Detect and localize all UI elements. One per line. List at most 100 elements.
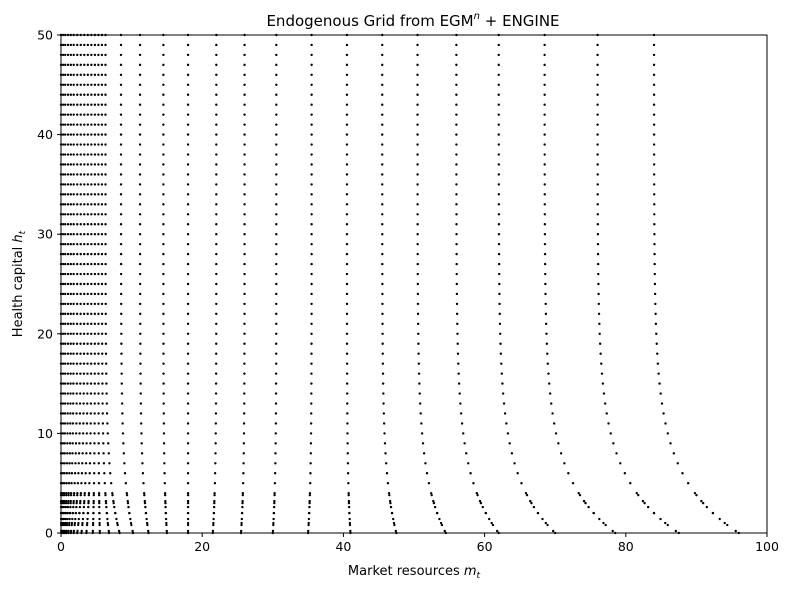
grid-point — [455, 153, 458, 156]
grid-point — [653, 193, 656, 196]
grid-point — [98, 517, 101, 521]
grid-point — [543, 53, 546, 57]
grid-point — [543, 173, 546, 176]
grid-point — [93, 352, 97, 355]
grid-point — [275, 282, 278, 286]
grid-point — [113, 505, 116, 509]
grid-point — [93, 233, 97, 236]
grid-point — [162, 362, 165, 365]
grid-point — [532, 505, 536, 509]
grid-point — [388, 493, 391, 497]
grid-point — [501, 382, 504, 385]
grid-point — [82, 392, 85, 395]
grid-point — [66, 93, 70, 96]
grid-point — [63, 402, 67, 405]
grid-point — [79, 133, 82, 136]
grid-point — [72, 312, 75, 316]
grid-point — [64, 183, 67, 186]
grid-point — [381, 43, 384, 47]
grid-point — [347, 493, 350, 497]
grid-point — [162, 302, 165, 306]
grid-point — [381, 262, 384, 266]
grid-point — [104, 362, 108, 365]
grid-point — [100, 272, 104, 276]
grid-point — [128, 511, 131, 515]
grid-point — [275, 193, 278, 196]
grid-point — [138, 203, 142, 206]
grid-point — [214, 402, 218, 405]
grid-point — [455, 292, 459, 296]
grid-point — [79, 499, 82, 503]
grid-point — [458, 392, 461, 395]
grid-point — [66, 282, 70, 286]
grid-point — [275, 133, 278, 136]
grid-point — [101, 422, 105, 425]
grid-point — [310, 193, 313, 196]
grid-point — [653, 203, 656, 206]
grid-point — [141, 472, 145, 475]
grid-point — [74, 452, 77, 455]
scatter-points — [59, 33, 740, 535]
grid-point — [64, 262, 67, 266]
grid-point — [162, 123, 165, 126]
grid-point — [162, 272, 165, 276]
grid-point — [681, 472, 684, 475]
grid-point — [102, 462, 106, 465]
grid-point — [275, 223, 278, 226]
grid-point — [82, 501, 86, 505]
grid-point — [116, 523, 119, 527]
grid-point — [243, 382, 246, 385]
grid-point — [66, 53, 70, 57]
grid-point — [186, 342, 190, 345]
grid-point — [240, 523, 243, 527]
grid-point — [100, 332, 104, 335]
grid-point — [557, 442, 560, 445]
grid-point — [543, 133, 546, 136]
grid-point — [120, 322, 123, 326]
grid-point — [162, 352, 165, 355]
grid-point — [162, 382, 165, 385]
grid-point — [637, 493, 640, 497]
grid-point — [162, 103, 165, 106]
grid-point — [345, 133, 349, 136]
grid-point — [274, 362, 278, 365]
grid-point — [307, 511, 311, 515]
grid-point — [93, 452, 96, 455]
grid-point — [89, 442, 92, 445]
grid-point — [498, 292, 501, 296]
grid-point — [120, 402, 124, 405]
grid-point — [348, 523, 352, 527]
grid-point — [61, 153, 65, 156]
grid-point — [381, 153, 384, 156]
grid-point — [90, 63, 93, 67]
grid-point — [139, 402, 143, 405]
grid-point — [381, 163, 384, 166]
grid-point — [275, 213, 278, 216]
grid-point — [310, 63, 313, 67]
grid-point — [275, 43, 278, 47]
grid-point — [497, 193, 501, 196]
grid-point — [93, 462, 96, 465]
grid-point — [82, 422, 85, 425]
grid-point — [456, 332, 459, 335]
grid-point — [72, 123, 75, 126]
x-tick-label: 60 — [477, 539, 493, 554]
grid-point — [93, 262, 97, 266]
grid-point — [79, 53, 82, 57]
grid-point — [86, 332, 89, 335]
grid-point — [345, 183, 349, 186]
grid-point — [83, 242, 86, 246]
grid-point — [381, 213, 384, 216]
grid-point — [416, 143, 419, 146]
grid-point — [109, 472, 112, 475]
grid-point — [72, 213, 75, 216]
grid-point — [83, 292, 86, 296]
grid-point — [163, 491, 167, 495]
grid-point — [84, 472, 87, 475]
grid-point — [105, 382, 108, 385]
grid-point — [419, 412, 422, 415]
grid-point — [69, 362, 72, 365]
grid-point — [499, 352, 503, 355]
grid-point — [497, 252, 501, 256]
grid-point — [93, 362, 96, 365]
